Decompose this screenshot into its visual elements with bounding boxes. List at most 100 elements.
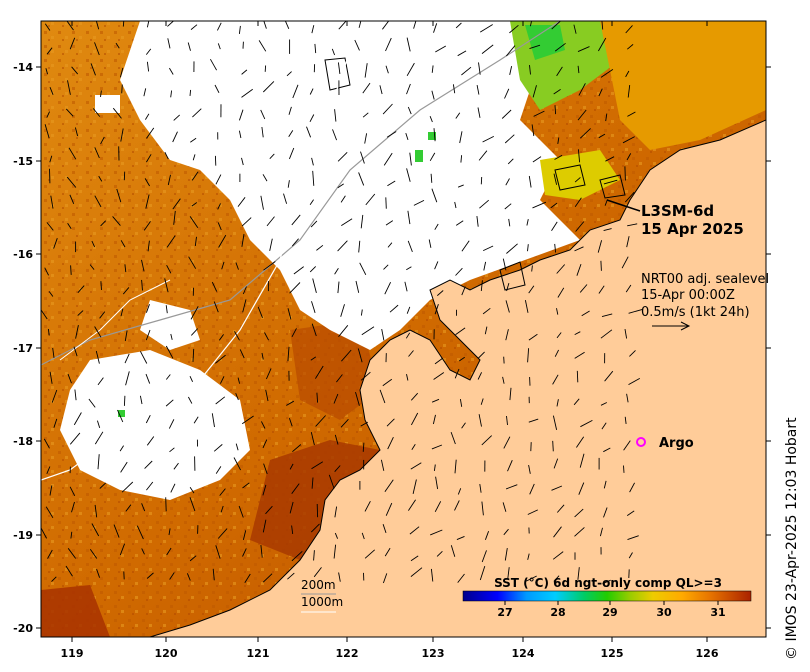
current-vector — [598, 133, 606, 139]
current-vector — [164, 278, 169, 293]
current-vector — [188, 256, 197, 269]
warm-patch — [290, 320, 380, 420]
current-vector — [624, 329, 628, 339]
current-vector — [337, 240, 348, 252]
current-vector — [100, 90, 102, 97]
current-vector — [384, 479, 394, 492]
current-vector — [355, 391, 360, 406]
current-vector — [173, 210, 176, 225]
current-vector — [215, 545, 221, 559]
current-vector — [528, 465, 531, 474]
current-vector — [287, 308, 292, 320]
current-vector — [434, 261, 439, 270]
current-vector — [98, 175, 103, 182]
current-vector — [67, 548, 77, 559]
current-vector — [262, 573, 273, 583]
current-vector — [192, 108, 202, 118]
current-vector — [484, 326, 488, 335]
current-vector — [265, 389, 269, 402]
current-vector — [507, 158, 514, 165]
current-vector — [581, 310, 590, 317]
current-vector — [338, 21, 347, 30]
current-vector — [263, 21, 267, 29]
current-vector — [629, 482, 635, 493]
current-vector — [166, 235, 176, 248]
current-vector — [337, 62, 341, 74]
current-vector — [577, 567, 580, 580]
current-vector — [477, 372, 483, 380]
current-vector — [165, 374, 171, 380]
current-vector — [168, 528, 171, 536]
currents-title: NRT00 adj. sealevel — [641, 272, 769, 287]
current-vector — [167, 38, 171, 49]
current-vector — [355, 280, 360, 293]
current-vector — [145, 373, 151, 384]
current-vector — [405, 332, 411, 339]
current-vector — [192, 348, 195, 362]
current-vector — [598, 37, 607, 52]
current-vector — [136, 525, 144, 540]
current-vector — [505, 329, 509, 341]
current-vector — [46, 111, 51, 118]
current-vector — [529, 65, 531, 75]
current-vector — [112, 216, 121, 226]
current-vector — [260, 195, 264, 210]
current-vector — [145, 414, 151, 424]
credit-text: © IMOS 23-Apr-2025 12:03 Hobart — [784, 417, 800, 660]
current-vector — [337, 183, 344, 189]
current-vector — [75, 325, 79, 339]
current-vector — [383, 264, 389, 270]
current-vector — [287, 180, 290, 188]
current-vector — [361, 532, 365, 540]
current-vector — [504, 203, 512, 210]
current-vector — [380, 459, 385, 471]
current-vector — [574, 246, 584, 252]
current-vector — [309, 266, 317, 273]
current-vector — [431, 444, 443, 450]
current-vector — [68, 147, 77, 160]
current-vector — [51, 576, 57, 582]
current-vector — [406, 266, 412, 271]
current-vector — [194, 236, 197, 247]
current-vector — [141, 503, 146, 512]
current-vector — [291, 525, 294, 535]
current-vector — [100, 281, 102, 291]
y-tick-label: -14 — [13, 61, 33, 74]
current-vector — [96, 568, 101, 578]
current-vector — [507, 460, 513, 472]
current-vector — [147, 240, 150, 252]
current-vector — [96, 420, 101, 429]
current-vector — [556, 264, 566, 274]
current-vector — [452, 84, 456, 94]
current-vector — [165, 497, 167, 512]
current-vector — [190, 24, 198, 30]
current-vector — [314, 43, 317, 54]
land — [150, 120, 766, 637]
current-vector — [139, 395, 143, 405]
current-vector — [334, 465, 341, 472]
current-vector — [287, 346, 290, 362]
current-vector — [41, 309, 48, 320]
current-vector — [69, 432, 81, 445]
current-vector — [625, 25, 633, 34]
current-vector — [431, 90, 435, 100]
current-vector — [358, 21, 362, 28]
current-vector — [434, 501, 442, 513]
current-vector — [122, 287, 130, 295]
current-vector — [122, 21, 125, 27]
current-vector — [77, 285, 85, 293]
current-vector — [411, 412, 419, 426]
colorbar-tick-label: 30 — [656, 606, 672, 619]
current-vector — [241, 88, 253, 98]
current-vector — [429, 116, 433, 123]
current-vector — [554, 42, 566, 52]
colorbar-ticks: 27 28 29 30 31 — [497, 601, 726, 619]
current-vector — [265, 505, 273, 515]
current-vector — [382, 573, 388, 584]
current-vector — [338, 572, 341, 582]
current-vector — [505, 178, 510, 186]
current-vector — [113, 524, 120, 538]
current-vector — [429, 152, 436, 162]
current-vector — [478, 414, 482, 427]
current-vector — [145, 48, 152, 55]
